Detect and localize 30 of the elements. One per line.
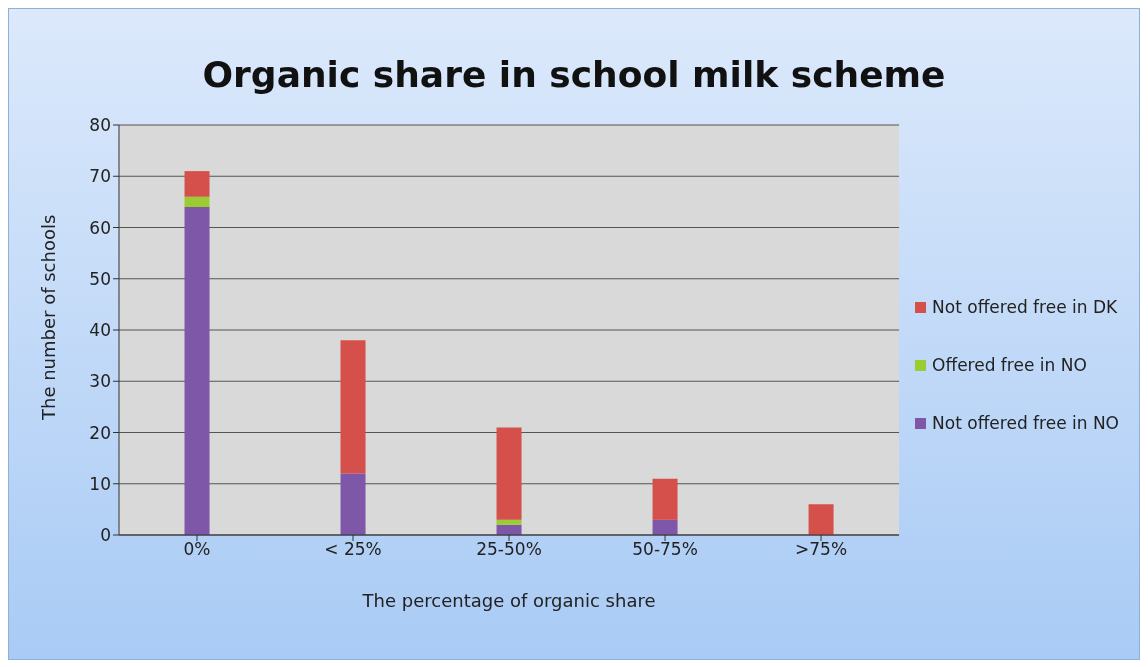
bar <box>652 478 678 520</box>
x-axis-title: The percentage of organic share <box>361 590 656 611</box>
legend-label: Not offered free in DK <box>932 297 1118 317</box>
y-tick-label: 80 <box>89 115 111 136</box>
y-tick-label: 10 <box>89 473 111 494</box>
bar <box>808 504 834 535</box>
x-tick-label: 0% <box>183 539 211 560</box>
y-tick-label: 0 <box>100 525 111 546</box>
y-tick-label: 20 <box>89 422 111 443</box>
x-tick-label: 25-50% <box>476 539 542 560</box>
y-tick-label: 50 <box>89 268 111 289</box>
y-tick-label: 60 <box>89 217 111 238</box>
bar <box>340 473 366 535</box>
y-axis-title: The number of schools <box>38 214 60 421</box>
x-tick-label: 50-75% <box>632 539 698 560</box>
bar <box>184 207 210 535</box>
y-tick-label: 40 <box>89 320 111 341</box>
y-tick-label: 30 <box>89 371 111 392</box>
x-tick-label: >75% <box>795 539 848 560</box>
legend-label: Offered free in NO <box>932 355 1087 375</box>
bar <box>184 171 210 197</box>
bar <box>652 519 678 535</box>
bar <box>496 427 522 520</box>
bar <box>340 340 366 474</box>
bar <box>184 196 210 207</box>
bar <box>496 519 522 525</box>
x-tick-label: < 25% <box>324 539 382 560</box>
chart-title: Organic share in school milk scheme <box>201 53 947 95</box>
legend-label: Not offered free in NO <box>932 413 1119 433</box>
y-tick-label: 70 <box>89 166 111 187</box>
